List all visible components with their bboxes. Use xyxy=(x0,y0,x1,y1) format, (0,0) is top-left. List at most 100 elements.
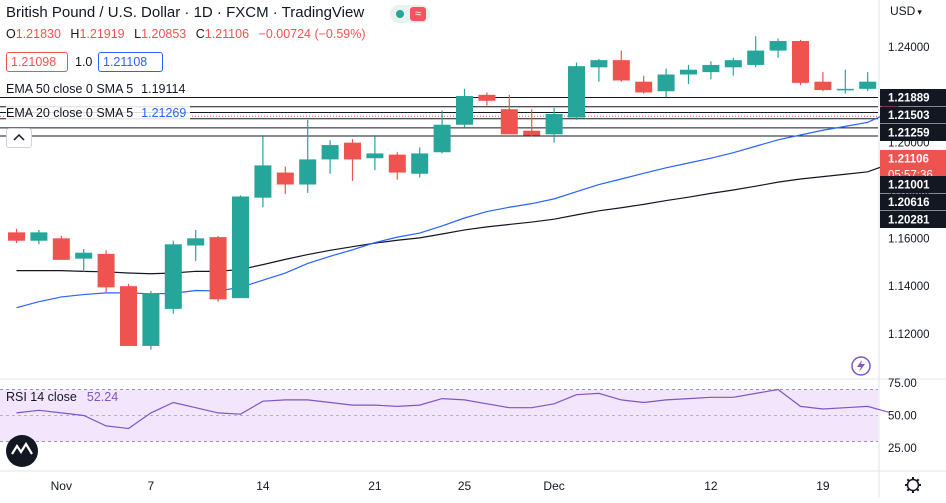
high-key: H xyxy=(70,27,80,41)
price-axis-label: 1.21259 xyxy=(880,123,946,141)
price-label-text: 1.20281 xyxy=(888,214,930,226)
candle xyxy=(792,39,809,86)
candle-body xyxy=(657,74,675,92)
rsi-legend[interactable]: RSI 14 close 52.24 xyxy=(6,390,118,404)
candle xyxy=(75,249,93,272)
wave-icon: ≈ xyxy=(410,7,426,21)
ema20-value: 1.21269 xyxy=(141,106,187,120)
market-status[interactable]: ≈ xyxy=(390,5,430,23)
candle-body xyxy=(747,50,765,65)
time-tick-label: Nov xyxy=(51,479,72,493)
price-axis-label: 1.21001 xyxy=(880,175,946,193)
time-tick-label: 19 xyxy=(816,479,830,493)
candle xyxy=(545,107,563,143)
sell-button[interactable]: 1.21098 xyxy=(6,52,68,72)
candle-body xyxy=(344,142,361,160)
candle xyxy=(612,50,630,82)
candle-body xyxy=(366,153,384,159)
candle-body xyxy=(164,244,182,309)
ema20-label: EMA 20 close 0 SMA 5 xyxy=(6,106,134,120)
candle xyxy=(366,136,384,171)
candle xyxy=(478,92,496,106)
candle-body xyxy=(97,253,115,288)
quantity-value[interactable]: 1.0 xyxy=(75,55,93,69)
low-value: 1.20853 xyxy=(141,27,187,41)
candle-body xyxy=(232,196,249,299)
candle-body xyxy=(814,81,832,91)
currency-selector[interactable]: USD ▾ xyxy=(890,4,922,18)
candle xyxy=(657,68,675,98)
candle xyxy=(209,235,227,302)
candle-body xyxy=(590,60,608,68)
lightning-icon-glyph xyxy=(857,360,865,372)
change-value: −0.00724 (−0.59%) xyxy=(258,27,366,41)
candle xyxy=(836,69,854,94)
candle xyxy=(52,235,70,260)
candle xyxy=(769,38,787,58)
price-tick-label: 1.14000 xyxy=(888,281,930,293)
time-tick-label: Dec xyxy=(543,479,564,493)
gear-icon-tooth xyxy=(906,488,910,492)
tradingview-logo-icon xyxy=(6,435,38,467)
candle xyxy=(724,57,742,76)
price-label-badge xyxy=(880,106,946,124)
rsi-tick-label: 50.00 xyxy=(888,411,917,423)
ema50-legend[interactable]: EMA 50 close 0 SMA 5 1.19114 xyxy=(6,82,190,96)
collapse-legend-button[interactable] xyxy=(6,128,32,148)
candle xyxy=(433,110,451,154)
candle xyxy=(321,140,339,174)
candle-body xyxy=(792,41,809,83)
gear-icon-tooth xyxy=(906,478,910,482)
candle-body xyxy=(388,154,406,173)
candle xyxy=(97,250,115,293)
candle xyxy=(142,290,160,350)
candle-body xyxy=(635,81,653,93)
candle-body xyxy=(433,124,451,153)
gear-icon-tooth xyxy=(916,488,920,492)
time-tick-label: 7 xyxy=(148,479,155,493)
candle xyxy=(187,229,205,262)
candle xyxy=(500,94,518,135)
price-label-text: 1.21259 xyxy=(888,127,930,139)
ohlc-readout: O1.21830 H1.21919 L1.20853 C1.21106 −0.0… xyxy=(6,27,372,41)
price-label-badge xyxy=(880,123,946,141)
candle xyxy=(299,119,317,193)
candle-body xyxy=(8,232,25,241)
candle xyxy=(456,88,473,128)
buy-button[interactable]: 1.21108 xyxy=(98,52,163,72)
candle xyxy=(590,58,608,82)
candle xyxy=(568,62,585,120)
price-tick-label: 1.12000 xyxy=(888,329,930,341)
candle-body xyxy=(612,60,630,81)
ema50-value: 1.19114 xyxy=(141,82,186,96)
gear-icon-ring xyxy=(906,478,920,492)
open-value: 1.21830 xyxy=(15,27,61,41)
rsi-label: RSI 14 close xyxy=(6,390,77,404)
candle-body xyxy=(209,237,227,300)
price-axis-label: 1.20281 xyxy=(880,210,946,228)
candle-body xyxy=(769,41,787,51)
candle xyxy=(254,136,272,208)
time-tick-label: 25 xyxy=(458,479,472,493)
rsi-tick-label: 25.00 xyxy=(888,443,917,455)
candle-body xyxy=(680,69,697,75)
gear-icon[interactable] xyxy=(905,477,921,493)
candle xyxy=(8,228,25,244)
time-tick-label: 12 xyxy=(704,479,718,493)
price-label-badge xyxy=(880,175,946,193)
open-key: O xyxy=(6,27,16,41)
candle-body xyxy=(859,81,877,89)
ema50-line xyxy=(16,163,891,275)
price-label-badge xyxy=(880,88,946,106)
candle-body xyxy=(187,238,205,246)
lightning-icon[interactable] xyxy=(851,356,871,376)
candle xyxy=(635,75,653,94)
currency-label: USD xyxy=(890,4,916,18)
candle xyxy=(388,152,406,180)
ema20-legend[interactable]: EMA 20 close 0 SMA 5 1.21269 xyxy=(6,106,191,120)
price-axis-label: 1.21503 xyxy=(880,106,946,124)
last-price-text: 1.21106 xyxy=(888,153,929,165)
candle xyxy=(30,229,48,245)
candle-body xyxy=(30,232,48,241)
